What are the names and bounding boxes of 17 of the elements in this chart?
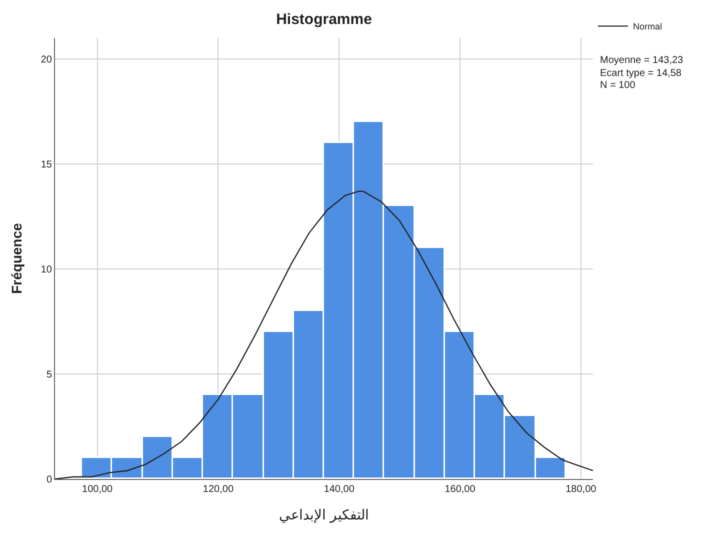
y-tick-label: 0 [46, 474, 52, 486]
text: Moyenne = 143,23 [600, 55, 684, 66]
text: Ecart type = 14,58 [600, 68, 682, 79]
chart-title: Histogramme [276, 11, 372, 28]
x-tick-label: 120,00 [202, 484, 234, 495]
legend-label: Normal [633, 22, 662, 32]
y-tick-label: 15 [40, 160, 52, 170]
x-tick-label: 180,00 [566, 484, 597, 495]
x-tick-label: 100,00 [82, 484, 114, 495]
y-axis-title: Fréquence [8, 222, 24, 294]
y-tick-label: 20 [40, 54, 52, 66]
x-axis-title: التفكير الإبداعي [279, 506, 369, 524]
text: N = 100 [600, 80, 636, 91]
y-tick-label: 5 [46, 370, 52, 380]
x-tick-label: 160,00 [444, 484, 476, 495]
y-tick-label: 10 [40, 264, 52, 276]
x-tick-label: 140,00 [324, 484, 355, 495]
